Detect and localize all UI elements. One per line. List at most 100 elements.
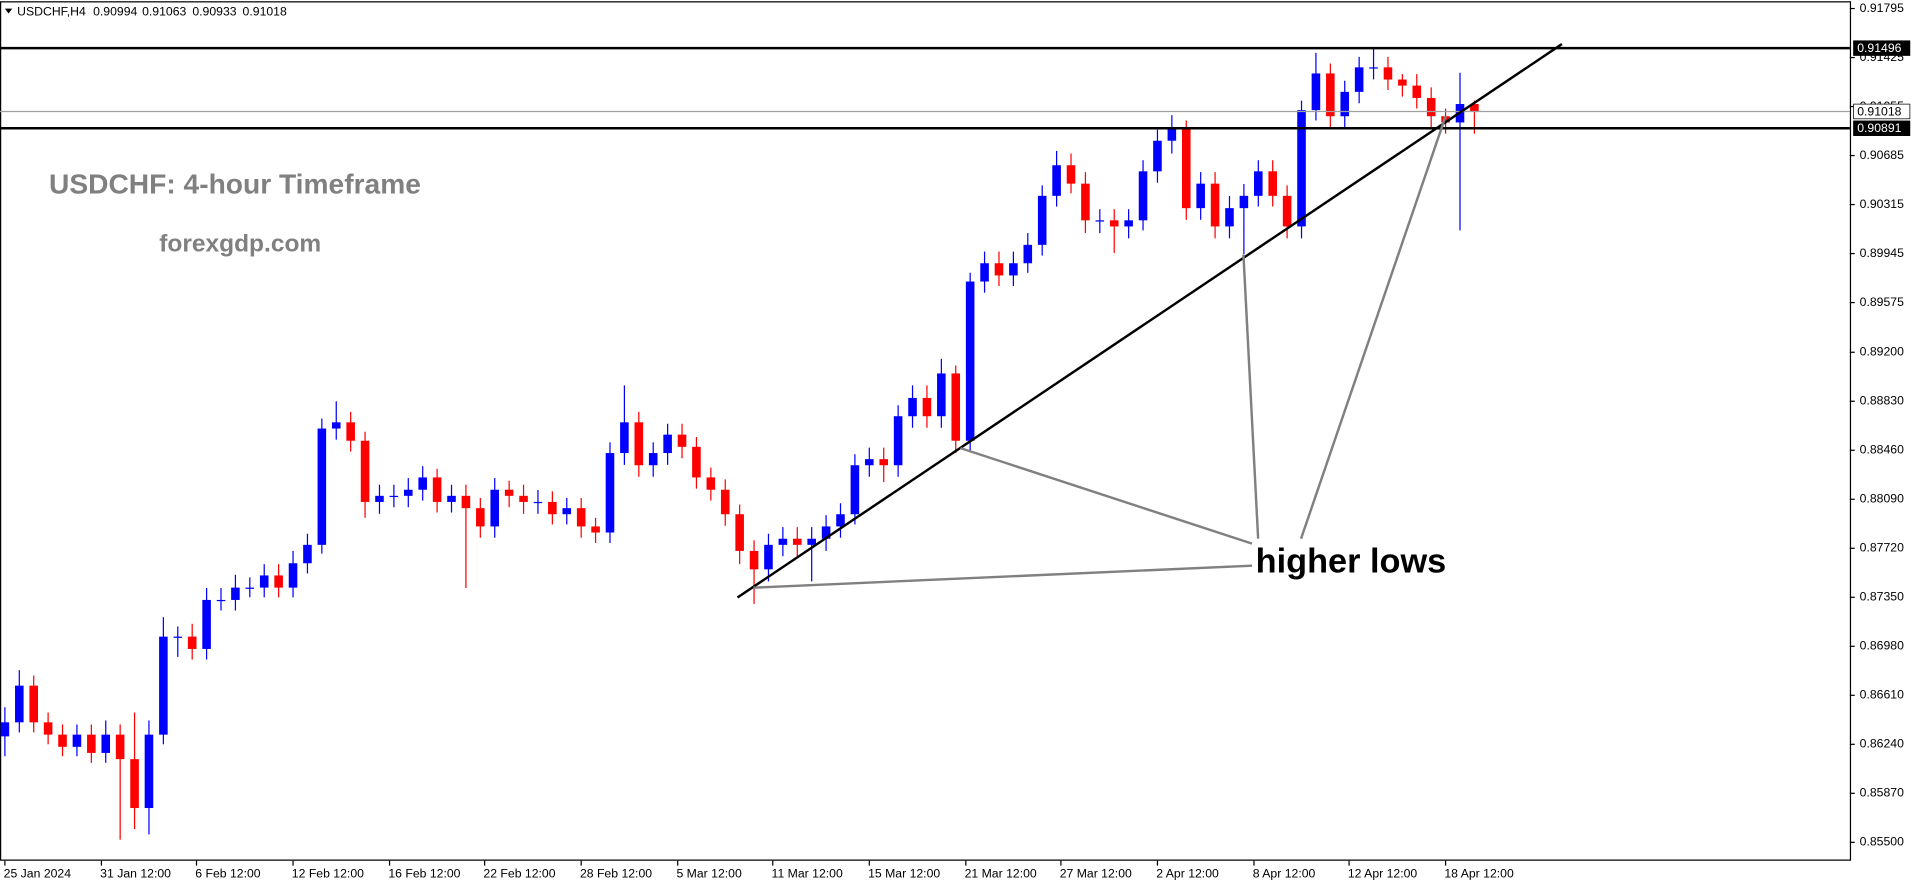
candle-body bbox=[1369, 67, 1378, 69]
candle-body bbox=[778, 538, 788, 545]
y-tick-label: 0.85500 bbox=[1860, 835, 1904, 849]
y-tick-label: 0.89200 bbox=[1860, 344, 1904, 358]
candle-body bbox=[677, 434, 687, 447]
y-tick-label: 0.86240 bbox=[1860, 737, 1904, 751]
candle-body bbox=[937, 373, 946, 417]
candle-body bbox=[850, 465, 860, 515]
y-tick-label: 0.88090 bbox=[1860, 492, 1904, 506]
candle-body bbox=[461, 495, 471, 509]
candle-body bbox=[980, 263, 989, 282]
candle-body bbox=[231, 587, 240, 600]
y-tick-label: 0.89945 bbox=[1860, 246, 1904, 260]
candle-body bbox=[173, 636, 183, 638]
low-price: 0.90933 bbox=[192, 4, 236, 18]
candle-body bbox=[389, 495, 399, 498]
symbol-menu-icon[interactable] bbox=[4, 8, 13, 14]
candle-body bbox=[836, 514, 845, 527]
y-tick-label: 0.86610 bbox=[1860, 688, 1904, 702]
x-tick-label: 18 Apr 12:00 bbox=[1444, 866, 1514, 880]
candle-body bbox=[1095, 220, 1105, 222]
candle-body bbox=[58, 734, 67, 747]
candle-body bbox=[404, 489, 413, 496]
candle-body bbox=[1023, 244, 1033, 264]
x-tick-label: 16 Feb 12:00 bbox=[388, 866, 460, 880]
candle-body bbox=[1225, 208, 1234, 227]
candle-body bbox=[692, 446, 701, 478]
y-tick-label: 0.85870 bbox=[1860, 786, 1904, 800]
candle-body bbox=[1081, 183, 1090, 221]
annotation-arrows bbox=[753, 115, 1447, 589]
candle-body bbox=[144, 734, 154, 809]
candle-body bbox=[43, 722, 53, 735]
candle-body bbox=[346, 422, 355, 441]
chart-subtitle: forexgdp.com bbox=[159, 230, 321, 257]
candle-body bbox=[1066, 165, 1076, 184]
candle-body bbox=[749, 550, 759, 570]
candle-body bbox=[1124, 220, 1133, 227]
candle-body bbox=[245, 587, 255, 589]
x-tick-label: 8 Apr 12:00 bbox=[1253, 866, 1316, 880]
candle-body bbox=[893, 416, 903, 466]
candle-body bbox=[418, 477, 427, 490]
candle-body bbox=[1311, 73, 1321, 111]
candle-body bbox=[29, 685, 38, 723]
price-label-box bbox=[1853, 40, 1911, 56]
candle-body bbox=[1153, 140, 1162, 172]
y-tick-label: 0.90315 bbox=[1860, 197, 1904, 211]
candle-body bbox=[1412, 85, 1422, 98]
price-label: 0.90891 bbox=[1857, 121, 1901, 135]
candle-body bbox=[1181, 128, 1191, 209]
annotation: higher lows bbox=[1256, 542, 1447, 580]
candle-body bbox=[1196, 183, 1205, 209]
candle-body bbox=[951, 373, 961, 441]
candle-body bbox=[1009, 263, 1018, 276]
symbol: USDCHF,H4 bbox=[17, 4, 86, 18]
candle-body bbox=[648, 453, 658, 466]
candle-body bbox=[1167, 128, 1177, 141]
candle-body bbox=[504, 489, 514, 496]
x-tick-label: 31 Jan 12:00 bbox=[100, 866, 171, 880]
candle-body bbox=[792, 538, 802, 545]
arrow-line bbox=[1299, 115, 1447, 540]
arrow-line bbox=[1242, 254, 1260, 539]
candle-body bbox=[764, 544, 773, 570]
candle-body bbox=[447, 495, 456, 502]
price-label: 0.91018 bbox=[1857, 104, 1901, 118]
candle-body bbox=[519, 495, 528, 502]
x-tick-label: 21 Mar 12:00 bbox=[965, 866, 1037, 880]
x-tick-label: 11 Mar 12:00 bbox=[772, 866, 843, 880]
candle-body bbox=[101, 734, 111, 753]
candle-body bbox=[720, 489, 730, 515]
candle-body bbox=[965, 281, 975, 441]
x-tick-label: 22 Feb 12:00 bbox=[483, 866, 555, 880]
candle-body bbox=[303, 544, 312, 564]
candle-body bbox=[1239, 195, 1249, 209]
candle-body bbox=[533, 501, 543, 504]
candle-body bbox=[605, 453, 615, 533]
y-tick-label: 0.88460 bbox=[1860, 443, 1904, 457]
levels: 0.91018 0.91496 0.90891 bbox=[0, 40, 1911, 136]
chart-title: USDCHF: 4-hour Timeframe bbox=[49, 169, 421, 200]
candle-body bbox=[1383, 67, 1393, 80]
x-tick-label: 12 Apr 12:00 bbox=[1348, 866, 1418, 880]
candle-body bbox=[476, 508, 485, 527]
candle-body bbox=[216, 599, 226, 602]
candle-body bbox=[735, 514, 744, 551]
candles bbox=[0, 47, 1479, 840]
candle-body bbox=[879, 459, 889, 466]
candle-body bbox=[576, 508, 586, 527]
candle-body bbox=[821, 526, 831, 539]
close-price: 0.91018 bbox=[243, 4, 287, 18]
candle-body bbox=[548, 501, 557, 515]
candle-body bbox=[663, 434, 672, 454]
candle-body bbox=[1398, 79, 1407, 86]
candle-body bbox=[360, 440, 370, 502]
candle-body bbox=[72, 734, 82, 747]
candle-body bbox=[115, 734, 125, 760]
price-label-box bbox=[1853, 120, 1911, 136]
candle-body bbox=[87, 734, 96, 753]
x-tick-label: 27 Mar 12:00 bbox=[1060, 866, 1132, 880]
y-tick-label: 0.88830 bbox=[1860, 393, 1904, 407]
price-label: 0.91496 bbox=[1857, 41, 1901, 55]
